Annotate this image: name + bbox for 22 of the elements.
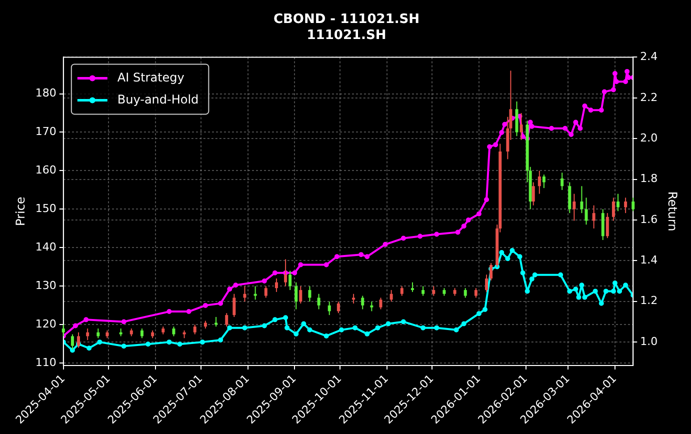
y2-tick-label: 1.6 [640, 212, 658, 226]
y-tick-label: 120 [35, 318, 56, 331]
y-tick-label: 150 [35, 202, 56, 216]
y2-tick-label: 1.8 [640, 172, 658, 186]
y2-tick-label: 2.4 [640, 50, 658, 64]
y-tick-label: 160 [35, 164, 56, 177]
y-tick-label: 170 [35, 125, 56, 138]
chart-subtitle: 111021.SH [306, 28, 386, 43]
y2-axis-title: Return [666, 191, 680, 232]
chart-title: CBOND - 111021.SH [273, 12, 420, 28]
y2-tick-label: 2.2 [640, 90, 658, 104]
y-axis-title: Price [13, 196, 28, 226]
y-tick-label: 130 [35, 279, 56, 292]
y-tick-label: 110 [35, 356, 56, 370]
y2-tick-label: 2.0 [640, 131, 658, 144]
y2-tick-label: 1.2 [640, 294, 658, 308]
legend-label: AI Strategy [117, 70, 184, 84]
y2-tick-label: 1.0 [640, 334, 658, 348]
y-tick-label: 180 [35, 86, 56, 100]
legend-label: Buy-and-Hold [117, 92, 199, 106]
y2-tick-label: 1.4 [640, 254, 658, 267]
y-tick-label: 140 [35, 240, 56, 254]
